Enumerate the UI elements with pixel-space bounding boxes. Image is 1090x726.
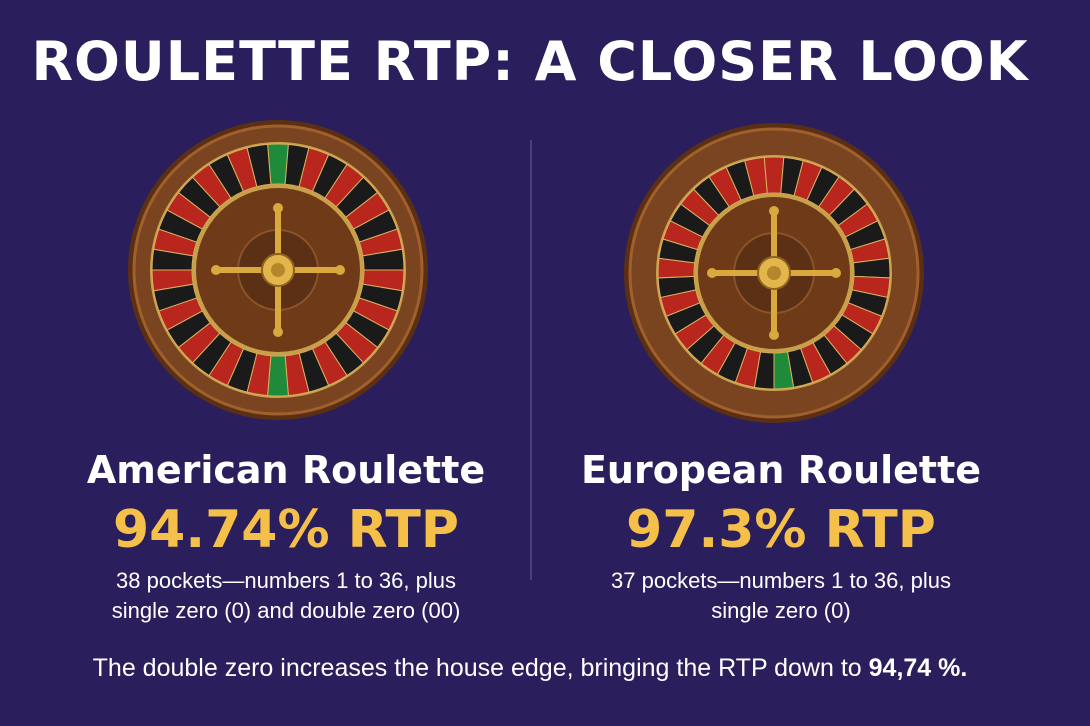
american-rtp: 94.74% RTP — [113, 500, 459, 560]
american-title: American Roulette — [86, 448, 486, 492]
european-description: 37 pockets—numbers 1 to 36, plus single … — [521, 566, 1041, 626]
column-divider — [530, 140, 532, 580]
american-desc-line2: single zero (0) and double zero (00) — [111, 598, 461, 623]
european-desc-line2: single zero (0) — [711, 598, 851, 623]
footer-highlight: 94,74 %. — [868, 654, 968, 682]
page-title: ROULETTE RTP: A CLOSER LOOK — [31, 30, 1029, 93]
american-desc-line1: 38 pockets—numbers 1 to 36, plus — [116, 568, 456, 593]
footer-text: The double zero increases the house edge… — [92, 654, 869, 682]
european-roulette-wheel — [624, 123, 924, 423]
american-description: 38 pockets—numbers 1 to 36, plus single … — [26, 566, 546, 626]
footer-note: The double zero increases the house edge… — [0, 654, 1060, 683]
european-desc-line1: 37 pockets—numbers 1 to 36, plus — [611, 568, 951, 593]
american-roulette-wheel — [128, 120, 428, 420]
european-title: European Roulette — [580, 448, 982, 492]
european-rtp: 97.3% RTP — [626, 500, 936, 560]
